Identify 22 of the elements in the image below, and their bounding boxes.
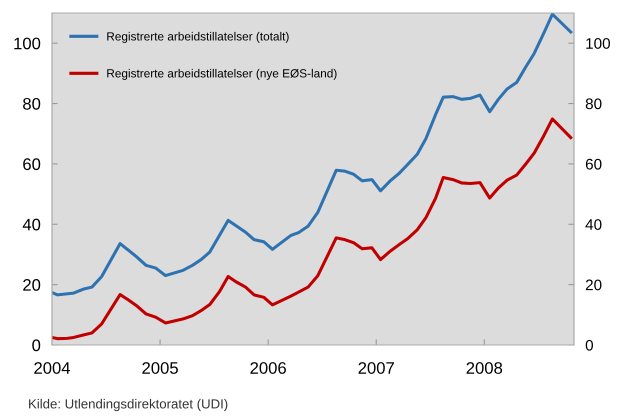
text: Kilde: Utlendingsdirektoratet (UDI) <box>29 398 228 412</box>
y-tick-label: 80 <box>23 98 40 110</box>
x-tick-label: 2008 <box>466 362 502 374</box>
line-series <box>52 13 572 296</box>
legend-label: Registrerte arbeidstillatelser (nye EØS-land) <box>107 68 337 80</box>
y-tick-label: 60 <box>23 158 40 170</box>
line-series <box>52 117 572 340</box>
y2-tick-label: 0 <box>586 340 594 351</box>
y2-tick-label: 20 <box>586 280 602 290</box>
y-tick-label: 20 <box>23 279 40 291</box>
y2-tick-label: 80 <box>586 98 602 110</box>
y2-tick-label: 60 <box>586 158 602 170</box>
x-tick-label: 2007 <box>358 362 394 374</box>
y-tick-label: 40 <box>22 218 40 230</box>
x-tick-label: 2004 <box>34 362 70 374</box>
legend-label: Registrerte arbeidstillatelser (totalt) <box>107 32 289 43</box>
y2-tick-label: 40 <box>585 219 602 230</box>
x-tick-label: 2005 <box>142 362 178 374</box>
y-tick-label: 0 <box>32 339 40 352</box>
y-tick-label: 100 <box>14 38 40 50</box>
x-tick-label: 2006 <box>250 362 286 374</box>
y2-tick-label: 100 <box>586 38 610 49</box>
